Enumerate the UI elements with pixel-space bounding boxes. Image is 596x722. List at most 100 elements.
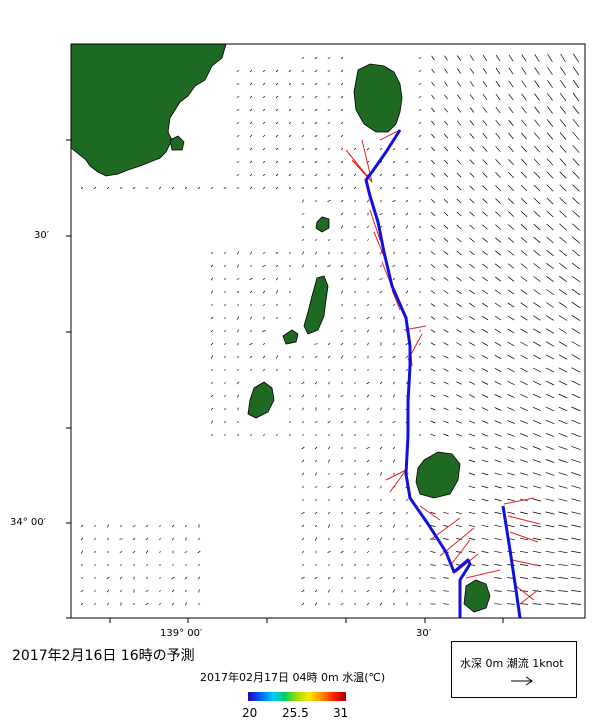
current-vector <box>327 199 331 203</box>
current-vector <box>236 148 240 150</box>
current-vector <box>532 524 542 528</box>
current-vector <box>341 564 343 566</box>
current-vector <box>392 200 396 202</box>
current-vector <box>145 602 149 606</box>
current-vector <box>288 83 292 85</box>
current-vector <box>443 277 449 281</box>
current-vector <box>301 57 305 59</box>
current-vector <box>521 80 527 88</box>
current-vector <box>210 382 214 384</box>
current-vector <box>481 381 489 385</box>
current-vector <box>301 174 305 176</box>
current-vector <box>571 419 581 425</box>
current-vector <box>301 524 305 528</box>
current-vector <box>301 96 305 98</box>
current-vector <box>354 395 356 397</box>
current-vector <box>159 603 161 605</box>
current-vector <box>80 590 84 592</box>
current-vector <box>262 186 266 190</box>
current-vector <box>443 407 449 411</box>
current-vector <box>405 355 409 359</box>
current-vector <box>379 213 383 215</box>
current-vector <box>314 57 318 59</box>
current-vector <box>558 472 568 476</box>
current-vector <box>558 563 568 567</box>
current-vector <box>494 433 502 437</box>
current-vector <box>520 446 528 450</box>
current-vector <box>210 317 214 319</box>
current-vector <box>224 252 226 254</box>
current-vector <box>520 393 528 399</box>
current-vector <box>236 316 240 320</box>
current-vector <box>392 187 396 189</box>
current-vector <box>443 316 449 320</box>
current-vector <box>327 57 331 59</box>
current-vector <box>405 290 409 294</box>
current-vector <box>340 290 344 294</box>
current-vector <box>560 66 566 76</box>
current-vector <box>508 132 514 140</box>
current-vector <box>468 446 476 450</box>
current-vector <box>469 94 475 100</box>
current-vector <box>262 264 266 268</box>
current-vector <box>379 356 383 358</box>
current-vector <box>354 342 356 346</box>
current-vector <box>494 577 502 579</box>
current-vector <box>198 564 200 566</box>
current-vector <box>340 212 344 216</box>
current-vector <box>340 108 344 112</box>
current-vector <box>546 145 554 153</box>
current-vector <box>456 407 462 411</box>
current-vector <box>469 342 475 346</box>
current-vector <box>456 224 462 230</box>
current-vector <box>533 315 541 321</box>
current-vector <box>367 420 369 424</box>
current-vector <box>469 368 475 372</box>
current-vector <box>431 159 435 165</box>
current-vector <box>572 158 580 166</box>
current-vector <box>210 420 214 424</box>
current-vector <box>508 67 514 75</box>
current-vector <box>327 174 331 176</box>
current-vector <box>210 252 214 254</box>
current-vector <box>405 342 409 346</box>
current-vector <box>495 54 501 62</box>
current-vector <box>430 355 436 359</box>
current-vector <box>507 380 515 386</box>
current-vector <box>354 252 356 254</box>
current-vector <box>508 119 514 127</box>
current-vector <box>418 317 422 319</box>
current-vector <box>494 420 502 424</box>
current-vector <box>380 550 382 554</box>
legend-label: 水深 0m 潮流 1knot <box>460 657 564 670</box>
current-vector <box>469 355 475 359</box>
current-vector <box>520 380 528 386</box>
current-vector <box>289 277 291 281</box>
current-vector <box>392 446 396 450</box>
current-vector <box>340 277 344 281</box>
current-vector <box>443 133 449 139</box>
current-vector <box>494 472 502 476</box>
current-vector <box>545 459 555 463</box>
current-vector <box>507 485 515 489</box>
current-vector <box>366 251 370 255</box>
current-vector <box>275 355 279 359</box>
current-vector <box>275 186 279 190</box>
current-vector <box>237 264 239 268</box>
current-vector <box>328 446 330 450</box>
current-vector <box>275 173 279 177</box>
current-vector <box>547 80 553 88</box>
frame-ticks <box>66 139 504 623</box>
current-vector <box>354 420 356 424</box>
current-vector <box>314 421 318 423</box>
current-vector <box>444 107 448 113</box>
current-vector <box>93 577 97 579</box>
current-vector <box>520 315 528 321</box>
current-vector <box>560 53 566 63</box>
current-vector <box>419 433 421 437</box>
current-vector <box>507 237 515 243</box>
current-vector <box>482 93 488 101</box>
current-vector <box>571 328 581 334</box>
lat-label-30: 30′ <box>34 230 49 241</box>
current-vector <box>367 485 369 489</box>
